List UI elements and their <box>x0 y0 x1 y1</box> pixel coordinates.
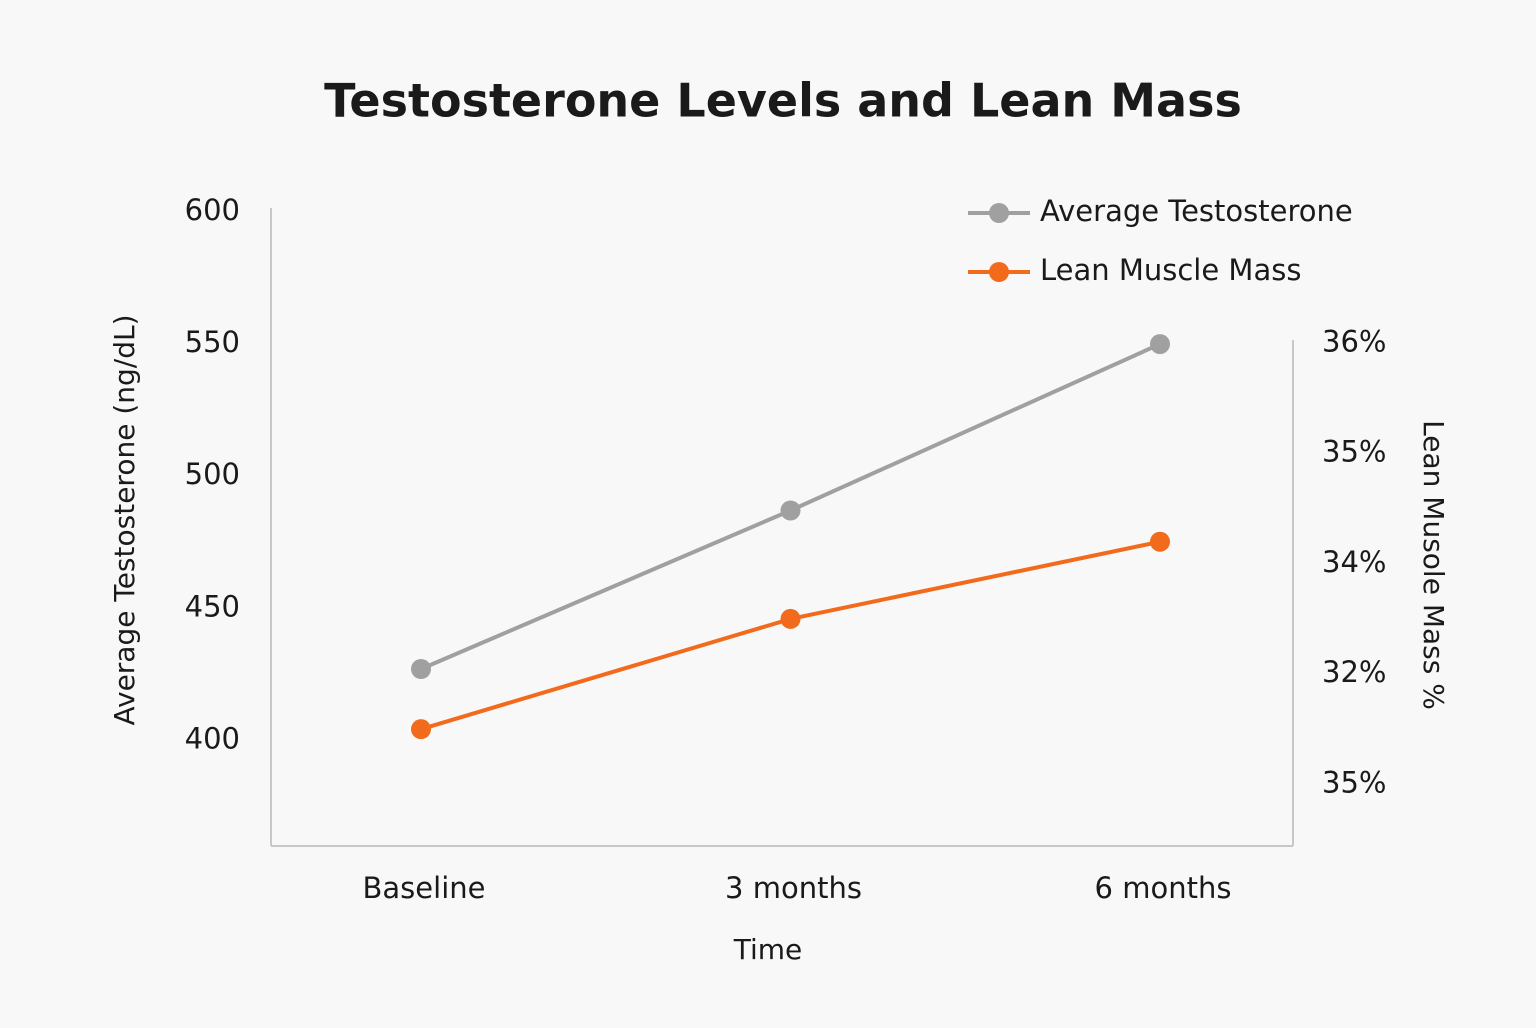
y-tick-label: 550 <box>185 325 240 359</box>
y-tick-label: 600 <box>185 193 240 227</box>
data-point <box>780 608 801 629</box>
chart-title: Testosterone Levels and Lean Mass <box>324 74 1242 128</box>
y2-tick-label: 34% <box>1322 545 1386 579</box>
data-point <box>1150 531 1170 552</box>
data-point <box>411 659 431 680</box>
y2-tick-label: 32% <box>1322 655 1386 689</box>
legend-label: Lean Muscle Mass <box>1040 253 1301 287</box>
legend-marker <box>989 262 1009 282</box>
x-tick-label: 3 months <box>725 871 862 905</box>
y2-tick-label: 35% <box>1322 765 1386 799</box>
y2-axis-title: Lean Musole Mass % <box>1417 420 1450 710</box>
data-point <box>1150 334 1170 355</box>
x-tick-label: Baseline <box>363 871 486 905</box>
y2-tick-label: 35% <box>1322 435 1386 469</box>
series-line <box>420 539 1161 732</box>
y-tick-label: 400 <box>185 721 240 755</box>
legend-label: Average Testosterone <box>1040 194 1353 228</box>
legend-marker <box>989 203 1009 223</box>
y-tick-label: 450 <box>185 589 240 623</box>
y-tick-label: 500 <box>185 457 240 491</box>
data-point <box>411 719 431 740</box>
y2-tick-label: 36% <box>1322 324 1386 358</box>
x-axis-title: Time <box>733 933 803 966</box>
x-tick-label: 6 months <box>1095 871 1232 905</box>
data-point <box>780 500 801 521</box>
y-axis-title: Average Testosterone (ng/dL) <box>108 314 141 725</box>
